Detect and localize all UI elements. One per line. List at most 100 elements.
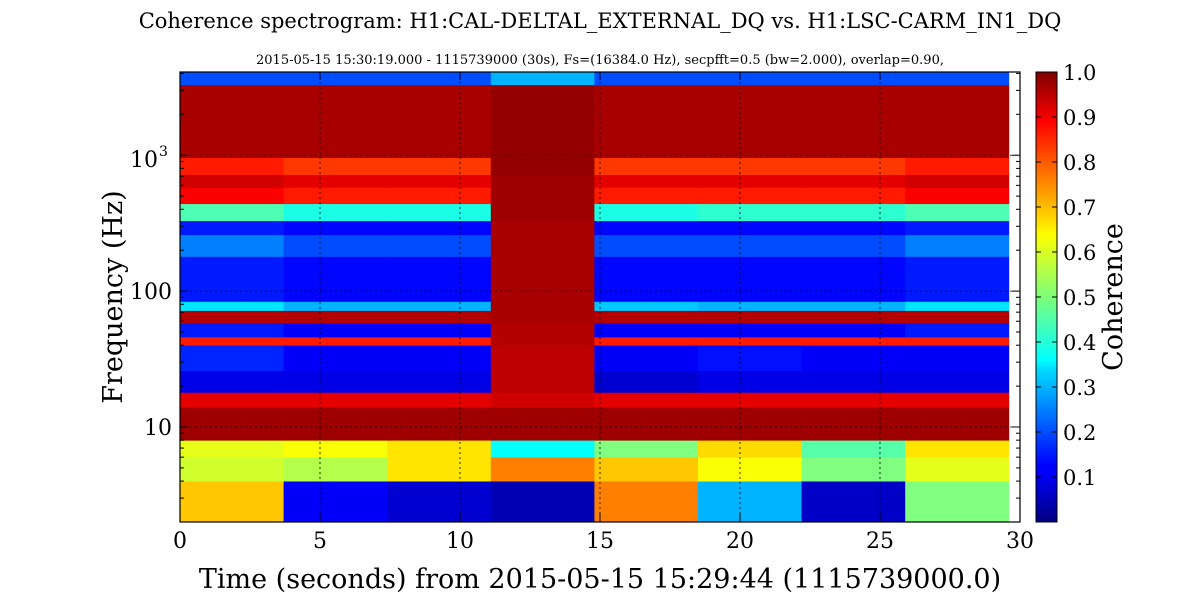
spectrogram-cell	[180, 392, 284, 408]
spectrogram-cell	[801, 256, 906, 302]
spectrogram-cell	[801, 301, 906, 311]
spectrogram-cell	[594, 457, 699, 482]
spectrogram-cell	[801, 336, 906, 346]
spectrogram-cell	[594, 336, 699, 346]
spectrogram-cell	[490, 457, 595, 482]
spectrogram-cell	[801, 234, 906, 257]
y-tick-exponent: 3	[159, 144, 168, 160]
spectrogram-cell	[905, 310, 1010, 324]
spectrogram-cell	[698, 336, 802, 346]
spectrogram-cell	[594, 157, 699, 176]
chart-title: Coherence spectrogram: H1:CAL-DELTAL_EXT…	[139, 9, 1062, 33]
x-tick-label: 20	[726, 529, 754, 554]
spectrogram-cell	[698, 234, 802, 257]
spectrogram-cell	[801, 187, 906, 205]
spectrogram-cell	[490, 440, 595, 458]
spectrogram-cell	[905, 256, 1010, 302]
spectrogram-cell	[905, 72, 1010, 86]
spectrogram-cell	[905, 323, 1010, 338]
x-tick-label: 5	[313, 529, 327, 554]
spectrogram-cell	[801, 392, 906, 408]
spectrogram-cell	[490, 370, 595, 393]
spectrogram-cell	[180, 310, 284, 324]
spectrogram-cell	[698, 72, 802, 86]
y-tick-label: 100	[130, 280, 172, 305]
spectrogram-cell	[387, 310, 492, 324]
spectrogram-cell	[801, 203, 906, 222]
spectrogram-cell	[905, 234, 1010, 257]
spectrogram-cell	[801, 370, 906, 393]
x-axis-label: Time (seconds) from 2015-05-15 15:29:44 …	[199, 564, 1001, 595]
plot-grid	[180, 72, 1020, 522]
spectrogram-cell	[180, 481, 284, 523]
spectrogram-cell	[490, 336, 595, 346]
spectrogram-cell	[801, 84, 906, 159]
spectrogram-cell	[180, 323, 284, 338]
spectrogram-cell	[283, 336, 388, 346]
colorbar-tick-label: 1.0	[1063, 61, 1096, 85]
spectrogram-cell	[283, 407, 388, 441]
spectrogram-cell	[387, 157, 492, 176]
spectrogram-cell	[180, 407, 284, 441]
spectrogram-cell	[387, 72, 492, 86]
spectrogram-cell	[490, 323, 595, 338]
spectrogram-cell	[905, 301, 1010, 311]
spectrogram-cell	[490, 157, 595, 176]
spectrogram-cell	[387, 407, 492, 441]
spectrogram-cell	[594, 440, 699, 458]
spectrogram-cell	[387, 301, 492, 311]
spectrogram-cell	[905, 407, 1010, 441]
spectrogram-cell	[180, 203, 284, 222]
spectrogram-cell	[180, 157, 284, 176]
spectrogram-cell	[698, 203, 802, 222]
spectrogram-cell	[490, 301, 595, 311]
spectrogram-cell	[283, 392, 388, 408]
spectrogram-cell	[594, 84, 699, 159]
spectrogram-cell	[905, 345, 1010, 372]
spectrogram-cell	[801, 310, 906, 324]
spectrogram-cell	[801, 457, 906, 482]
spectrogram-cell	[905, 336, 1010, 346]
spectrogram-cell	[387, 187, 492, 205]
spectrogram-cell	[387, 392, 492, 408]
spectrogram-cell	[283, 72, 388, 86]
x-tick-label: 15	[586, 529, 614, 554]
spectrogram-cell	[180, 220, 284, 236]
spectrogram-cell	[283, 84, 388, 159]
spectrogram-cell	[283, 323, 388, 338]
spectrogram-cell	[905, 84, 1010, 159]
spectrogram-cell	[801, 481, 906, 523]
spectrogram-cell	[698, 220, 802, 236]
spectrogram-cell	[905, 203, 1010, 222]
spectrogram-cell	[283, 174, 388, 188]
spectrogram-cell	[801, 72, 906, 86]
spectrogram-cell	[594, 256, 699, 302]
spectrogram-cell	[594, 301, 699, 311]
spectrogram-cell	[490, 187, 595, 205]
spectrogram-cell	[594, 72, 699, 86]
spectrogram-cell	[387, 440, 492, 458]
colorbar-tick-label: 0.3	[1063, 376, 1096, 400]
spectrogram-cell	[180, 84, 284, 159]
spectrogram-cell	[387, 256, 492, 302]
spectrogram-cell	[905, 457, 1010, 482]
spectrogram-cell	[698, 84, 802, 159]
spectrogram-cell	[490, 234, 595, 257]
spectrogram-cell	[490, 203, 595, 222]
spectrogram-cell	[283, 481, 388, 523]
spectrogram-cell	[698, 187, 802, 205]
spectrogram-cell	[594, 407, 699, 441]
spectrogram-cell	[905, 220, 1010, 236]
spectrogram-cell	[387, 84, 492, 159]
spectrogram-cell	[594, 345, 699, 372]
spectrogram-cell	[698, 481, 802, 523]
colorbar-tick-label: 0.7	[1063, 196, 1096, 220]
y-tick-label: 10	[144, 416, 172, 441]
spectrogram-cell	[387, 345, 492, 372]
spectrogram-cell	[698, 310, 802, 324]
spectrogram-cell	[801, 440, 906, 458]
colorbar-tick-label: 0.4	[1063, 331, 1096, 355]
spectrogram-cell	[698, 392, 802, 408]
